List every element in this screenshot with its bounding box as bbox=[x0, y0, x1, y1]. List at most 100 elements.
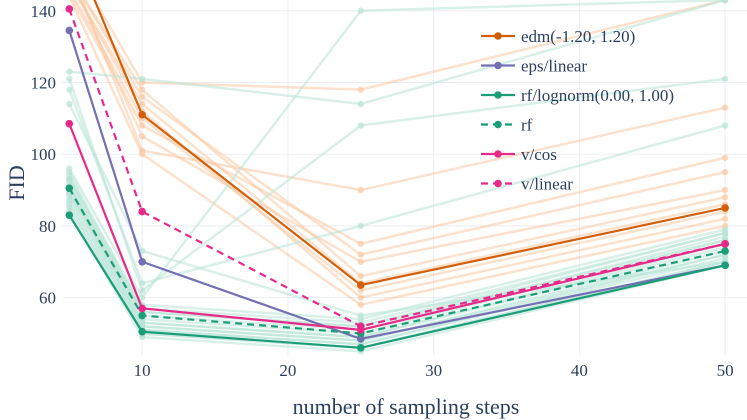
background-run-line bbox=[71, 0, 726, 246]
series-1 bbox=[65, 26, 729, 343]
y-tick-label: 120 bbox=[31, 73, 57, 92]
series-5 bbox=[65, 5, 729, 331]
y-tick-label: 140 bbox=[31, 2, 57, 21]
background-run-point bbox=[357, 100, 364, 108]
legend-item[interactable]: v/linear bbox=[481, 175, 573, 194]
background-run-line bbox=[78, 0, 726, 285]
series-point bbox=[356, 335, 365, 343]
series-point bbox=[65, 211, 74, 219]
background-run-point bbox=[357, 7, 364, 14]
series-2 bbox=[65, 211, 729, 352]
legend-item[interactable]: edm(-1.20, 1.20) bbox=[481, 27, 635, 46]
series-point bbox=[356, 344, 365, 352]
background-run-point bbox=[138, 86, 146, 93]
background-run-point bbox=[721, 186, 729, 194]
legend-item[interactable]: rf bbox=[481, 116, 533, 135]
background-run-point bbox=[721, 104, 729, 111]
legend-swatch-marker bbox=[494, 120, 502, 129]
background-run-point bbox=[66, 176, 73, 183]
axis-ticks: 10 20 30 40 50 60 80 100 120 140 bbox=[31, 2, 734, 380]
series-line bbox=[68, 30, 726, 341]
background-run-line bbox=[68, 89, 726, 285]
series-line bbox=[68, 123, 726, 332]
x-tick-label: 10 bbox=[134, 361, 151, 380]
series-point bbox=[138, 110, 146, 119]
background-run-point bbox=[721, 0, 729, 4]
series-line bbox=[68, 214, 726, 349]
background-run-point bbox=[138, 122, 146, 129]
legend[interactable]: edm(-1.20, 1.20) eps/linear rf/lognorm(0.0… bbox=[481, 27, 674, 194]
series-point bbox=[65, 184, 74, 193]
background-run-point bbox=[66, 75, 73, 83]
legend-item[interactable]: eps/linear bbox=[481, 57, 587, 76]
background-run-point bbox=[66, 100, 73, 108]
legend-label: rf bbox=[521, 116, 533, 135]
series-point bbox=[138, 304, 146, 313]
series-point bbox=[721, 204, 729, 212]
series-point bbox=[721, 240, 729, 248]
series-point bbox=[138, 207, 146, 216]
legend-swatch-marker bbox=[494, 150, 502, 158]
background-run-point bbox=[357, 301, 364, 308]
background-run-point bbox=[357, 186, 364, 194]
y-tick-label: 100 bbox=[31, 145, 57, 164]
legend-swatch-marker bbox=[494, 61, 502, 70]
legend-label: v/cos bbox=[521, 145, 557, 164]
background-run-point bbox=[138, 133, 146, 140]
y-tick-label: 80 bbox=[39, 217, 56, 236]
background-run-point bbox=[138, 287, 146, 294]
legend-swatch-marker bbox=[494, 179, 502, 188]
background-run-point bbox=[721, 168, 729, 176]
series-point bbox=[356, 281, 365, 289]
background-run-point bbox=[138, 294, 146, 301]
highlighted-series bbox=[65, 0, 729, 352]
background-run-point bbox=[357, 122, 364, 129]
series-point bbox=[65, 5, 74, 13]
series-point bbox=[721, 261, 729, 270]
background-run-point bbox=[357, 258, 364, 265]
y-tick-label: 60 bbox=[39, 289, 56, 308]
series-line bbox=[68, 8, 726, 328]
y-axis-title: FID bbox=[4, 165, 29, 200]
x-axis-title: number of sampling steps bbox=[293, 394, 520, 419]
series-point bbox=[65, 119, 74, 128]
series-point bbox=[721, 247, 729, 255]
legend-label: rf/lognorm(0.00, 1.00) bbox=[521, 86, 674, 105]
legend-label: edm(-1.20, 1.20) bbox=[521, 27, 635, 46]
background-run-point bbox=[357, 272, 364, 280]
background-run-point bbox=[357, 287, 364, 294]
background-run-line bbox=[77, 0, 726, 299]
background-run-line bbox=[68, 193, 726, 342]
background-run-point bbox=[138, 75, 146, 83]
background-run-line bbox=[82, 0, 726, 256]
background-run-point bbox=[66, 68, 73, 75]
legend-item[interactable]: rf/lognorm(0.00, 1.00) bbox=[481, 86, 674, 105]
background-run-point bbox=[357, 240, 364, 248]
background-run-line bbox=[68, 178, 726, 321]
background-run-point bbox=[721, 215, 729, 222]
background-run-point bbox=[721, 194, 729, 201]
x-tick-label: 40 bbox=[571, 361, 588, 380]
grid-lines bbox=[62, 0, 747, 355]
legend-item[interactable]: v/cos bbox=[481, 145, 557, 164]
background-run-line bbox=[83, 0, 726, 278]
legend-swatch-marker bbox=[494, 32, 502, 40]
background-run-point bbox=[357, 251, 364, 258]
series-point bbox=[356, 322, 365, 331]
background-run-point bbox=[721, 75, 729, 83]
background-run-point bbox=[138, 93, 146, 101]
background-runs bbox=[66, 0, 729, 355]
background-run-point bbox=[721, 154, 729, 161]
background-run-point bbox=[138, 333, 146, 341]
legend-swatch-marker bbox=[494, 91, 502, 99]
series-line bbox=[68, 187, 726, 335]
background-run-line bbox=[68, 103, 726, 317]
series-0 bbox=[93, 0, 729, 289]
series-point bbox=[138, 327, 146, 336]
background-run-point bbox=[721, 229, 729, 237]
background-run-point bbox=[138, 280, 146, 287]
series-point bbox=[65, 26, 74, 35]
series-point bbox=[138, 311, 146, 320]
